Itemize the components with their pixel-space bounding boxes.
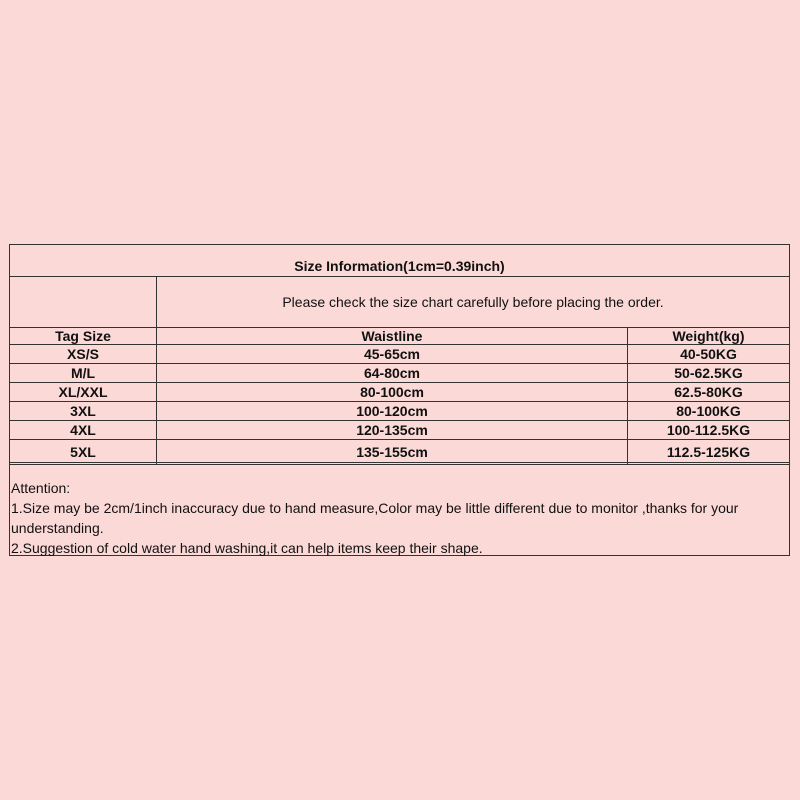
waistline-cell: 45-65cm bbox=[157, 345, 628, 363]
weight-cell: 50-62.5KG bbox=[674, 365, 743, 381]
weight-cell: 100-112.5KG bbox=[666, 422, 751, 438]
tag-size-cell: 5XL bbox=[10, 440, 157, 464]
empty-cell bbox=[10, 277, 157, 327]
table-row: M/L 64-80cm 50-62.5KG bbox=[10, 364, 789, 383]
table-title: Size Information(1cm=0.39inch) bbox=[10, 245, 789, 277]
column-header-tag-size: Tag Size bbox=[10, 328, 157, 344]
waistline-cell: 80-100cm bbox=[157, 383, 628, 401]
table-row: XS/S 45-65cm 40-50KG bbox=[10, 345, 789, 364]
weight-cell: 40-50KG bbox=[680, 346, 737, 362]
header-row: Tag Size Waistline Weight(kg) bbox=[10, 328, 789, 345]
column-header-weight: Weight(kg) bbox=[672, 328, 745, 344]
weight-cell: 80-100KG bbox=[676, 403, 741, 419]
waistline-cell: 100-120cm bbox=[157, 402, 628, 420]
table-row: XL/XXL 80-100cm 62.5-80KG bbox=[10, 383, 789, 402]
waistline-cell: 64-80cm bbox=[157, 364, 628, 382]
tag-size-cell: 3XL bbox=[10, 402, 157, 420]
table-row: 5XL 135-155cm 112.5-125KG bbox=[10, 440, 789, 464]
attention-line: 2.Suggestion of cold water hand washing,… bbox=[11, 540, 483, 556]
attention-box: Attention: 1.Size may be 2cm/1inch inacc… bbox=[9, 462, 790, 556]
waistline-cell: 135-155cm bbox=[157, 440, 628, 464]
tag-size-cell: XL/XXL bbox=[10, 383, 157, 401]
waistline-cell: 120-135cm bbox=[157, 421, 628, 439]
weight-cell: 112.5-125KG bbox=[666, 444, 751, 460]
weight-cell: 62.5-80KG bbox=[674, 384, 743, 400]
attention-line: 1.Size may be 2cm/1inch inaccuracy due t… bbox=[11, 500, 739, 536]
tag-size-cell: 4XL bbox=[10, 421, 157, 439]
tag-size-cell: XS/S bbox=[10, 345, 157, 363]
table-row: 4XL 120-135cm 100-112.5KG bbox=[10, 421, 789, 440]
column-header-waistline: Waistline bbox=[157, 328, 628, 344]
tag-size-cell: M/L bbox=[10, 364, 157, 382]
table-row: 3XL 100-120cm 80-100KG bbox=[10, 402, 789, 421]
size-table: Size Information(1cm=0.39inch) Please ch… bbox=[9, 244, 790, 465]
note-row: Please check the size chart carefully be… bbox=[10, 277, 789, 328]
order-note: Please check the size chart carefully be… bbox=[282, 294, 664, 310]
attention-heading: Attention: bbox=[11, 480, 71, 496]
